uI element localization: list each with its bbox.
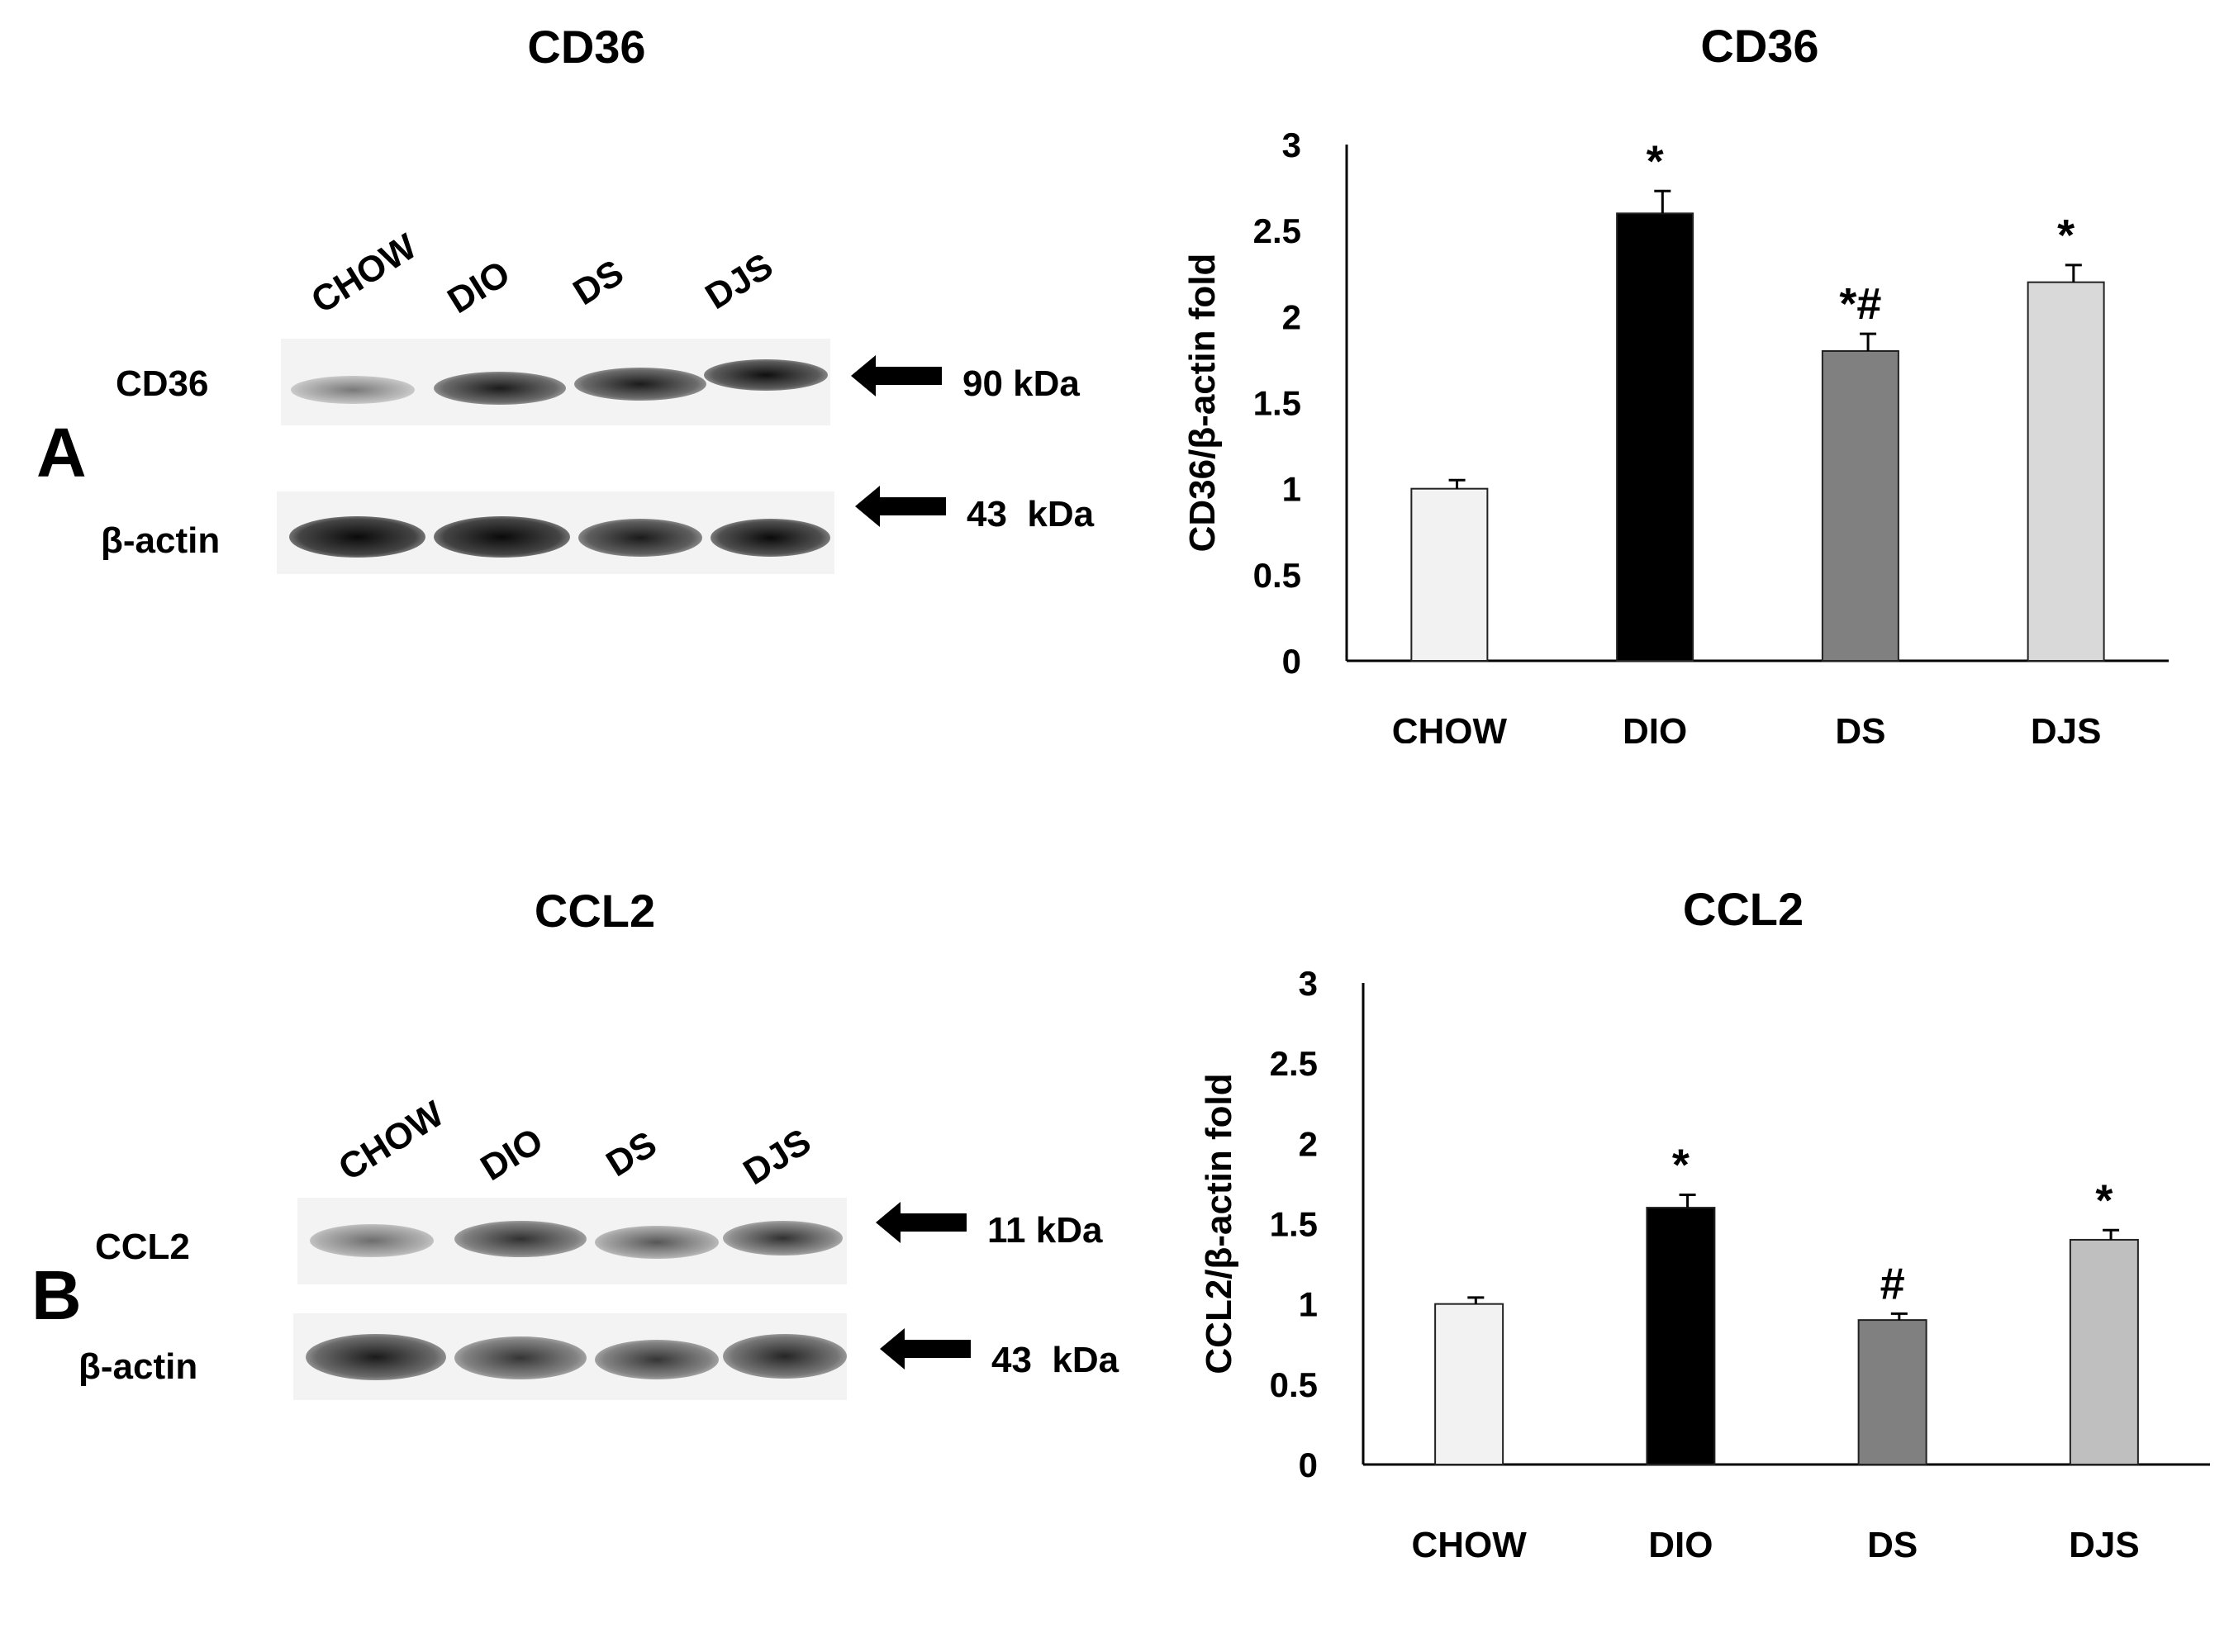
lane-label: DIO (473, 1120, 550, 1189)
y-tick-label: 3 (1299, 964, 1318, 1003)
y-tick-label: 0.5 (1253, 556, 1301, 595)
blot-band (704, 359, 828, 391)
significance-marker: * (1647, 136, 1664, 186)
lane-label: DS (566, 252, 631, 314)
bar (2027, 281, 2105, 662)
blot-band (434, 516, 570, 558)
y-tick-label: 3 (1282, 126, 1301, 164)
lane-label: DIO (440, 253, 517, 322)
blot-title-a: CD36 (527, 21, 646, 73)
y-tick-label: 2 (1282, 297, 1301, 336)
x-tick-label: CHOW (1392, 711, 1508, 743)
y-tick-label: 2.5 (1270, 1044, 1318, 1083)
bar (1857, 1319, 1927, 1465)
bar-chart-ccl2: CCL2 0 0.5 1 1.5 2 2.5 3 CCL2/β-actin fold CHOW * D… (1199, 883, 2210, 1565)
significance-marker: * (2095, 1175, 2113, 1225)
lane-label: CHOW (304, 225, 424, 322)
chart-title: CCL2 (1683, 883, 1804, 935)
molecular-weight-label: 90 kDa (962, 363, 1080, 404)
blot-band (723, 1334, 847, 1379)
blot-band (306, 1334, 446, 1380)
x-tick-label: DIO (1623, 711, 1687, 743)
blot-band (454, 1336, 587, 1379)
y-tick-label: 1.5 (1270, 1205, 1318, 1244)
blot-row-label: β-actin (78, 1346, 198, 1387)
lane-label: DJS (698, 245, 781, 318)
blot-band (574, 368, 706, 401)
bar-chart-cd36: CD36 0 0.5 1 1.5 2 2.5 3 CD36/β-actin fold CHOW * D… (1182, 20, 2169, 743)
blot-band (310, 1224, 434, 1257)
bar (2069, 1238, 2139, 1465)
blot-band (723, 1221, 843, 1256)
molecular-weight-label: 43 kDa (991, 1340, 1119, 1380)
bar (1616, 212, 1694, 662)
y-tick-label: 2.5 (1253, 211, 1301, 250)
blot-band (595, 1340, 719, 1379)
significance-marker: * (1672, 1141, 1690, 1190)
y-tick-label: 0 (1299, 1446, 1318, 1484)
y-tick-label: 2 (1299, 1124, 1318, 1163)
blot-title-b: CCL2 (534, 885, 656, 937)
bar (1821, 350, 1899, 662)
significance-marker: * (2057, 211, 2075, 260)
lane-label: CHOW (331, 1093, 451, 1189)
blot-row-label: CCL2 (95, 1227, 190, 1267)
blot-band (289, 516, 425, 558)
bar (1646, 1207, 1716, 1465)
y-axis-label: CCL2/β-actin fold (1199, 1073, 1239, 1374)
significance-marker: *# (1839, 279, 1881, 329)
bar (1434, 1303, 1504, 1466)
y-tick-label: 0.5 (1270, 1365, 1318, 1404)
x-tick-label: DJS (2069, 1525, 2140, 1565)
lane-label: DS (599, 1123, 664, 1185)
blot-band (454, 1221, 587, 1257)
blot-band (434, 372, 566, 405)
y-tick-label: 0 (1282, 642, 1301, 681)
blot-band (291, 376, 415, 404)
y-axis-label: CD36/β-actin fold (1182, 254, 1223, 553)
blot-band (595, 1226, 719, 1259)
arrow-left-icon (855, 486, 946, 527)
arrow-left-icon (880, 1328, 971, 1370)
x-tick-label: DJS (2031, 711, 2102, 743)
y-tick-label: 1.5 (1253, 384, 1301, 423)
x-tick-label: CHOW (1411, 1525, 1527, 1565)
arrow-left-icon (876, 1202, 967, 1243)
y-tick-label: 1 (1299, 1285, 1318, 1324)
bar (1410, 487, 1489, 662)
molecular-weight-label: 11 kDa (987, 1210, 1103, 1251)
blot-band (711, 519, 830, 557)
panel-letter-a: A (36, 414, 87, 491)
blot-band (578, 519, 702, 557)
significance-marker: # (1880, 1259, 1905, 1308)
lane-label: DJS (736, 1121, 819, 1194)
blot-row-label: CD36 (116, 363, 209, 404)
chart-title: CD36 (1700, 20, 1818, 72)
x-tick-label: DIO (1648, 1525, 1713, 1565)
blot-row-label: β-actin (101, 520, 221, 561)
molecular-weight-label: 43 kDa (967, 494, 1095, 534)
y-tick-label: 1 (1282, 470, 1301, 509)
panel-letter-b: B (31, 1256, 82, 1334)
arrow-left-icon (851, 355, 942, 396)
x-tick-label: DS (1867, 1525, 1918, 1565)
x-tick-label: DS (1835, 711, 1885, 743)
